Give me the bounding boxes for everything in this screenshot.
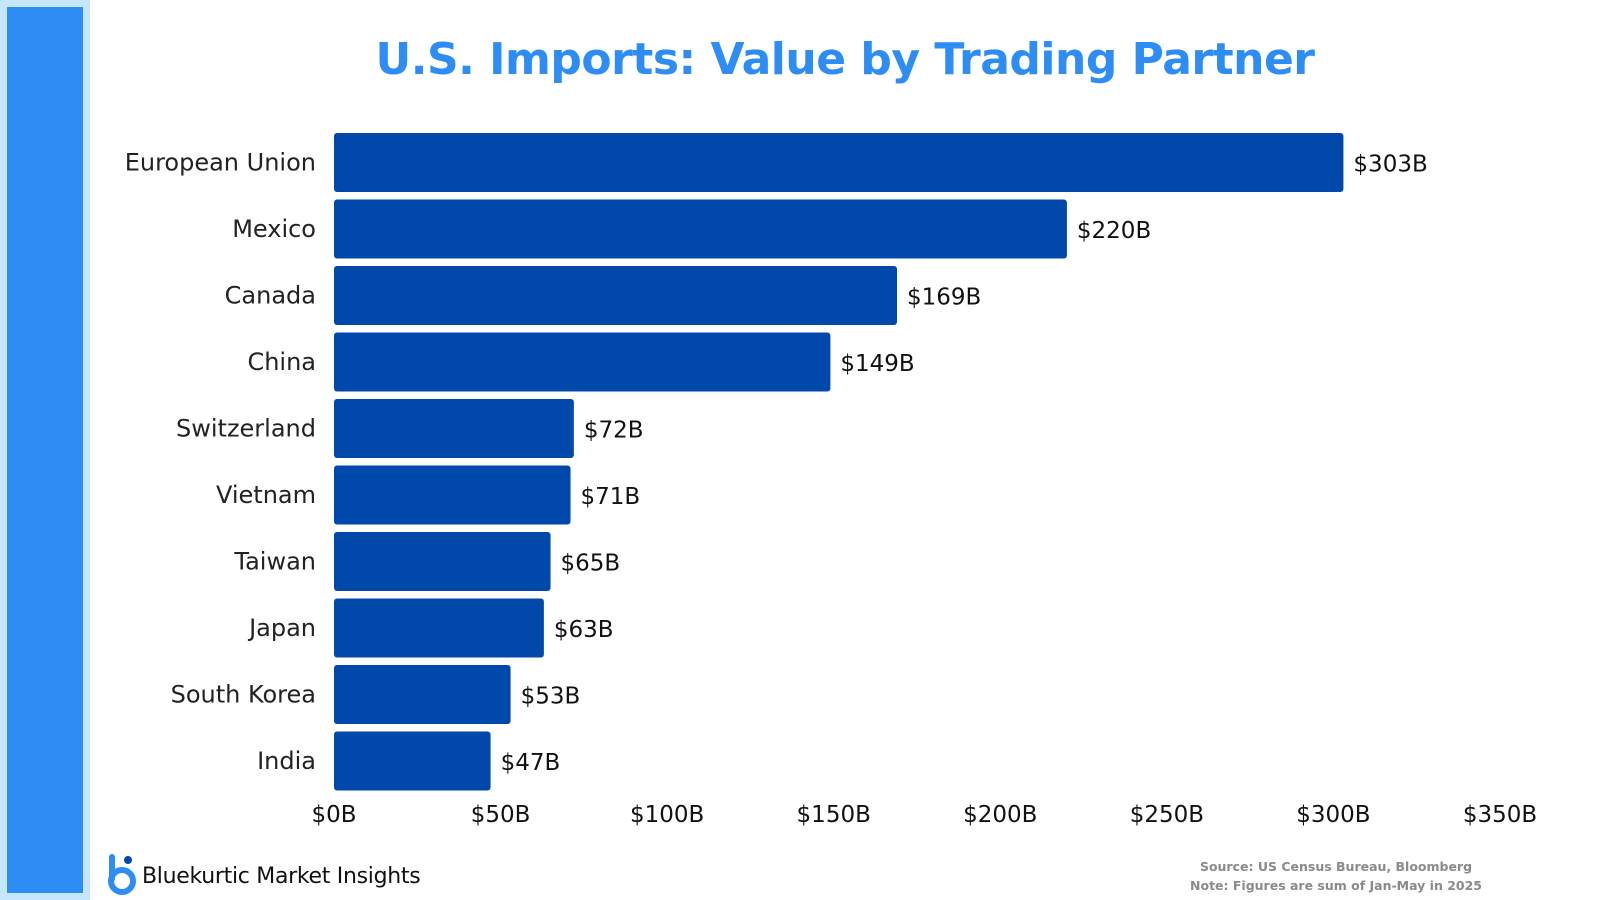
value-label: $149B <box>840 351 914 377</box>
category-label: Japan <box>247 614 316 642</box>
source-notes: Source: US Census Bureau, Bloomberg Note… <box>1190 857 1482 895</box>
x-tick-label: $250B <box>1130 802 1204 828</box>
source-note: Source: US Census Bureau, Bloomberg <box>1199 859 1473 874</box>
x-tick-label: $350B <box>1463 802 1537 828</box>
category-label: South Korea <box>171 681 316 709</box>
bar <box>334 266 898 325</box>
category-label: European Union <box>125 149 316 177</box>
bar <box>334 532 551 591</box>
category-label: Mexico <box>232 215 316 243</box>
category-label: Taiwan <box>233 548 316 576</box>
bar <box>334 199 1067 259</box>
value-label: $72B <box>584 418 644 444</box>
bar <box>334 731 491 791</box>
brand-name: Bluekurtic Market Insights <box>142 864 421 889</box>
value-label: $63B <box>554 617 614 643</box>
value-label: $71B <box>581 484 641 510</box>
x-tick-label: $150B <box>797 802 871 828</box>
bar <box>334 665 511 724</box>
bar <box>334 399 574 458</box>
category-label: India <box>257 747 316 775</box>
x-tick-label: $200B <box>963 802 1037 828</box>
bar <box>334 465 571 525</box>
x-tick-label: $0B <box>311 802 356 828</box>
side-band-outline <box>0 0 90 900</box>
value-label: $220B <box>1077 218 1151 244</box>
value-label: $65B <box>561 551 621 577</box>
value-label: $169B <box>907 285 981 311</box>
chart-title: U.S. Imports: Value by Trading Partner <box>375 34 1316 85</box>
x-tick-label: $50B <box>471 802 531 828</box>
value-label: $47B <box>501 750 561 776</box>
value-label: $53B <box>521 684 581 710</box>
x-tick-label: $300B <box>1296 802 1370 828</box>
bar <box>334 133 1344 192</box>
bluekurtic-logo-icon <box>108 854 136 895</box>
bar <box>334 598 544 658</box>
x-tick-label: $100B <box>630 802 704 828</box>
category-label: Canada <box>225 282 316 310</box>
bar <box>334 332 831 392</box>
category-label: China <box>247 348 316 376</box>
side-band <box>7 7 83 893</box>
category-label: Switzerland <box>176 415 316 443</box>
figures-note: Note: Figures are sum of Jan-May in 2025 <box>1190 878 1482 893</box>
category-label: Vietnam <box>216 481 316 509</box>
value-label: $303B <box>1353 152 1427 178</box>
